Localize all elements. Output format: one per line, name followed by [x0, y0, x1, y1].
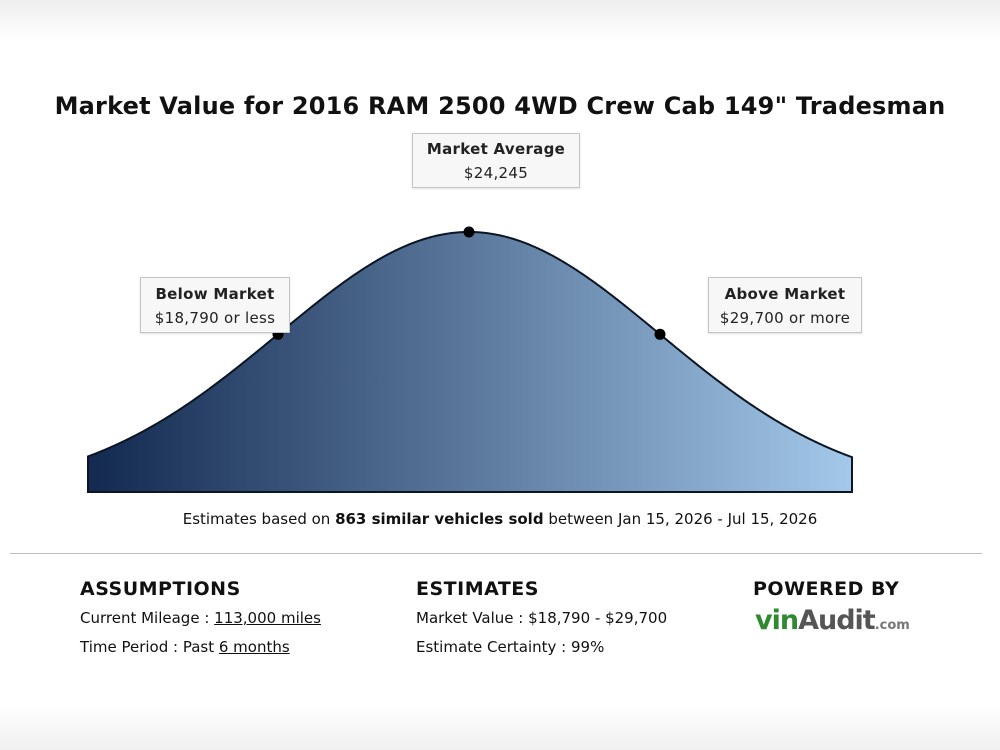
estimates-suffix: between Jan 15, 2026 - Jul 15, 2026 [543, 510, 818, 528]
mileage-label: Current Mileage : [80, 609, 215, 627]
market-value-range: Market Value : $18,790 - $29,700 [416, 609, 668, 627]
above-market-label: Above Market [724, 285, 846, 303]
chart-title: Market Value for 2016 RAM 2500 4WD Crew … [54, 92, 946, 120]
below-market-callout: Below Market $18,790 or less [140, 277, 290, 333]
logo-com-text: .com [874, 618, 910, 633]
market-average-value: $24,245 [463, 164, 529, 182]
bottom-fade [0, 705, 1000, 750]
below-market-label: Below Market [155, 285, 275, 303]
average-marker [463, 226, 475, 238]
logo-vin-text: vin [755, 605, 799, 636]
above-market-value: $29,700 or more [719, 309, 851, 327]
vinaudit-logo[interactable]: vinAudit.com [755, 605, 910, 645]
time-period-line: Time Period : Past 6 months [80, 638, 290, 656]
top-fade [0, 0, 1000, 42]
mileage-line: Current Mileage : 113,000 miles [80, 609, 321, 627]
assumptions-heading: ASSUMPTIONS [80, 578, 241, 600]
section-divider [10, 553, 982, 554]
logo-audit-text: Audit [798, 605, 876, 636]
above-market-callout: Above Market $29,700 or more [708, 277, 862, 333]
time-period-link[interactable]: 6 months [218, 638, 290, 656]
powered-by-heading: POWERED BY [753, 578, 900, 600]
below-market-value: $18,790 or less [154, 309, 276, 327]
vehicles-sold-count: 863 similar vehicles sold [335, 510, 544, 528]
mileage-link[interactable]: 113,000 miles [214, 609, 321, 627]
estimates-prefix: Estimates based on [182, 510, 336, 528]
market-average-label: Market Average [426, 140, 566, 158]
above-marker [654, 328, 666, 340]
estimates-heading: ESTIMATES [416, 578, 539, 600]
market-average-callout: Market Average $24,245 [412, 133, 580, 188]
estimate-certainty: Estimate Certainty : 99% [416, 638, 605, 656]
distribution-area [87, 231, 853, 493]
estimates-basis: Estimates based on 863 similar vehicles … [0, 510, 1000, 528]
time-period-label: Time Period : Past [80, 638, 219, 656]
